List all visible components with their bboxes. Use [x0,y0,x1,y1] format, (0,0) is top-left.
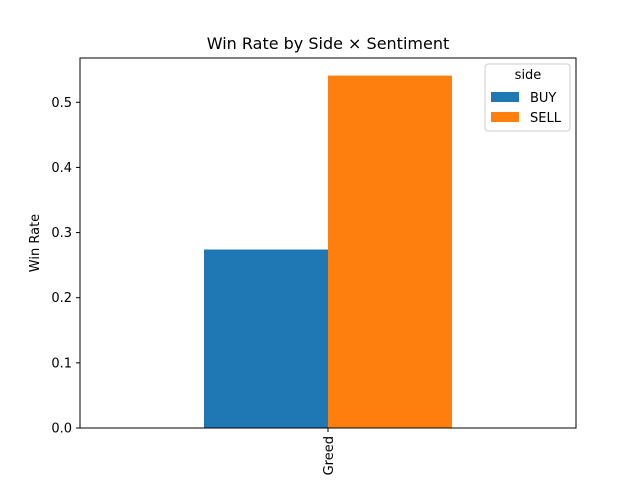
legend-label-sell: SELL [530,111,562,126]
y-axis-label: Win Rate [28,214,43,272]
legend-label-buy: BUY [530,91,556,106]
legend: side BUY SELL [484,63,571,132]
legend-items: BUY SELL [491,91,562,126]
x-axis-ticks: Greed [322,428,337,475]
y-tick-label: 0.5 [51,96,72,111]
y-tick-label: 0.2 [51,291,72,306]
legend-swatch-sell [491,112,519,122]
y-axis-ticks: 0.0 0.1 0.2 0.3 0.4 0.5 [51,96,80,437]
legend-title: side [515,68,542,83]
y-tick-label: 0.3 [51,226,72,241]
legend-swatch-buy [491,92,519,102]
plot-area: 0.0 0.1 0.2 0.3 0.4 0.5 Greed [51,57,577,475]
chart-title: Win Rate by Side × Sentiment [207,34,450,53]
y-tick-label: 0.4 [51,161,72,176]
bar-group [204,75,452,429]
x-tick-label: Greed [322,436,337,475]
bar-sell-greed [328,75,452,429]
bar-buy-greed [204,249,328,428]
y-tick-label: 0.1 [51,356,72,371]
y-tick-label: 0.0 [51,422,72,437]
